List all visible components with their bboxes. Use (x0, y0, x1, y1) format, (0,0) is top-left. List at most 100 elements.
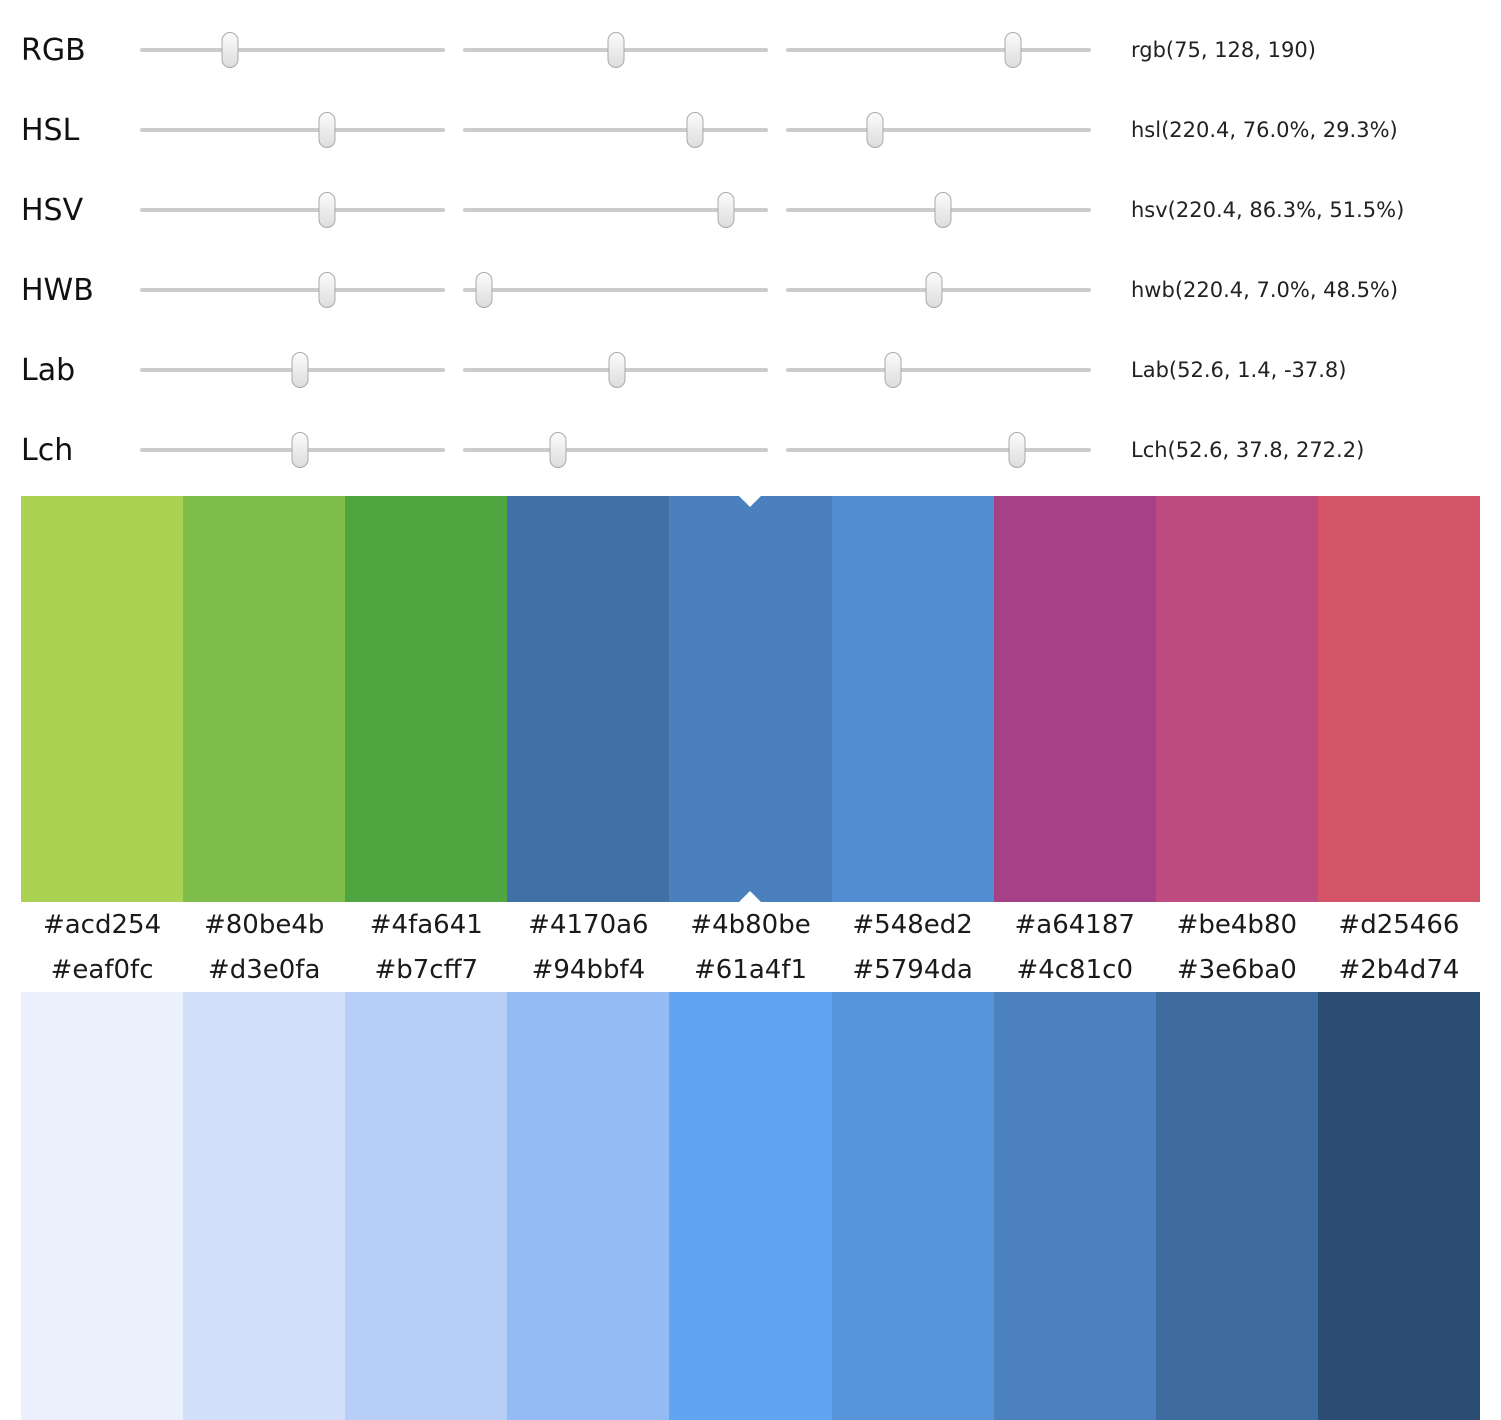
row-label-lab: Lab (21, 352, 76, 388)
hsv-s-slider[interactable] (463, 188, 768, 232)
hwb-value-text: hwb(220.4, 7.0%, 48.5%) (1131, 278, 1399, 302)
palette-swatch[interactable] (993, 496, 1156, 902)
hsl-s-slider[interactable] (463, 108, 768, 152)
rgb-r-slider[interactable] (140, 28, 445, 72)
slider-handle[interactable] (475, 272, 493, 308)
hex-label: #b7cff7 (374, 954, 479, 985)
palette-swatch[interactable] (1155, 992, 1318, 1420)
hex-label: #94bbf4 (531, 954, 646, 985)
rgb-g-slider[interactable] (463, 28, 768, 72)
slider-handle[interactable] (607, 32, 625, 68)
palette-swatch[interactable] (669, 992, 832, 1420)
slider-track (786, 368, 1091, 372)
palette-swatch[interactable] (831, 992, 994, 1420)
slider-track (786, 48, 1091, 52)
palette-swatch[interactable] (345, 496, 508, 902)
palette-swatch[interactable] (183, 496, 346, 902)
color-sliders-panel: RGB rgb(75, 128, 190) HSL hsl(220.4, (0, 0, 1501, 490)
hsv-h-slider[interactable] (140, 188, 445, 232)
hex-label: #eaf0fc (50, 954, 154, 985)
lab-l-slider[interactable] (140, 348, 445, 392)
hex-label: #d3e0fa (207, 954, 321, 985)
hsv-value-text: hsv(220.4, 86.3%, 51.5%) (1131, 198, 1405, 222)
selection-marker-bottom (739, 891, 762, 902)
palette-swatch[interactable] (1317, 496, 1480, 902)
palette-swatch[interactable] (1155, 496, 1318, 902)
hex-label: #a64187 (1014, 909, 1135, 940)
slider-track (463, 208, 768, 212)
hex-label: #4b80be (690, 909, 811, 940)
slider-handle[interactable] (221, 32, 239, 68)
slider-track (463, 288, 768, 292)
slider-handle[interactable] (717, 192, 735, 228)
lch-c-slider[interactable] (463, 428, 768, 472)
hex-label: #61a4f1 (693, 954, 808, 985)
slider-handle[interactable] (686, 112, 704, 148)
palette-swatch[interactable] (345, 992, 508, 1420)
slider-handle[interactable] (1008, 432, 1026, 468)
slider-handle[interactable] (291, 352, 309, 388)
slider-handle[interactable] (884, 352, 902, 388)
hex-label: #4c81c0 (1016, 954, 1133, 985)
slider-track (140, 208, 445, 212)
slider-handle[interactable] (934, 192, 952, 228)
hsl-value-text: hsl(220.4, 76.0%, 29.3%) (1131, 118, 1398, 142)
slider-row-hsl: HSL hsl(220.4, 76.0%, 29.3%) (0, 90, 1501, 170)
hex-label: #4170a6 (528, 909, 649, 940)
palette-swatch[interactable] (507, 496, 670, 902)
lch-value-text: Lch(52.6, 37.8, 272.2) (1131, 438, 1365, 462)
slider-track (140, 128, 445, 132)
slider-handle[interactable] (866, 112, 884, 148)
slider-handle[interactable] (318, 112, 336, 148)
hex-label: #80be4b (203, 909, 325, 940)
lab-a-slider[interactable] (463, 348, 768, 392)
hex-label: #be4b80 (1176, 909, 1298, 940)
palette-swatch[interactable] (831, 496, 994, 902)
row-label-hwb: HWB (21, 272, 94, 308)
slider-row-lab: Lab Lab(52.6, 1.4, -37.8) (0, 330, 1501, 410)
slider-handle[interactable] (318, 272, 336, 308)
hsl-l-slider[interactable] (786, 108, 1091, 152)
row-label-hsv: HSV (21, 192, 84, 228)
palette-swatch[interactable] (183, 992, 346, 1420)
lab-b-slider[interactable] (786, 348, 1091, 392)
hwb-w-slider[interactable] (463, 268, 768, 312)
row-label-rgb: RGB (21, 32, 86, 68)
lab-value-text: Lab(52.6, 1.4, -37.8) (1131, 358, 1347, 382)
palette-swatch[interactable] (21, 992, 184, 1420)
slider-handle[interactable] (549, 432, 567, 468)
slider-handle[interactable] (1004, 32, 1022, 68)
hex-label: #4fa641 (369, 909, 483, 940)
slider-row-rgb: RGB rgb(75, 128, 190) (0, 10, 1501, 90)
palette-swatch-selected[interactable] (669, 496, 832, 902)
hex-label: #2b4d74 (1338, 954, 1460, 985)
hsv-v-slider[interactable] (786, 188, 1091, 232)
slider-track (463, 128, 768, 132)
hue-hex-labels: #acd254 #80be4b #4fa641 #4170a6 #4b80be … (21, 902, 1480, 947)
row-label-hsl: HSL (21, 112, 80, 148)
row-label-lch: Lch (21, 432, 74, 468)
hwb-h-slider[interactable] (140, 268, 445, 312)
palette-swatch[interactable] (507, 992, 670, 1420)
hsl-h-slider[interactable] (140, 108, 445, 152)
hue-palette (21, 496, 1480, 902)
palette-swatch[interactable] (993, 992, 1156, 1420)
palette-swatch[interactable] (1317, 992, 1480, 1420)
palette-swatch[interactable] (21, 496, 184, 902)
slider-handle[interactable] (291, 432, 309, 468)
hwb-b-slider[interactable] (786, 268, 1091, 312)
rgb-b-slider[interactable] (786, 28, 1091, 72)
slider-track (140, 288, 445, 292)
hex-label: #acd254 (42, 909, 162, 940)
hex-label: #5794da (852, 954, 973, 985)
slider-row-hsv: HSV hsv(220.4, 86.3%, 51.5%) (0, 170, 1501, 250)
lch-h-slider[interactable] (786, 428, 1091, 472)
lch-l-slider[interactable] (140, 428, 445, 472)
slider-track (786, 128, 1091, 132)
slider-handle[interactable] (318, 192, 336, 228)
tone-hex-labels: #eaf0fc #d3e0fa #b7cff7 #94bbf4 #61a4f1 … (21, 947, 1480, 992)
slider-handle[interactable] (925, 272, 943, 308)
hex-label: #548ed2 (852, 909, 973, 940)
slider-track (786, 448, 1091, 452)
slider-handle[interactable] (608, 352, 626, 388)
